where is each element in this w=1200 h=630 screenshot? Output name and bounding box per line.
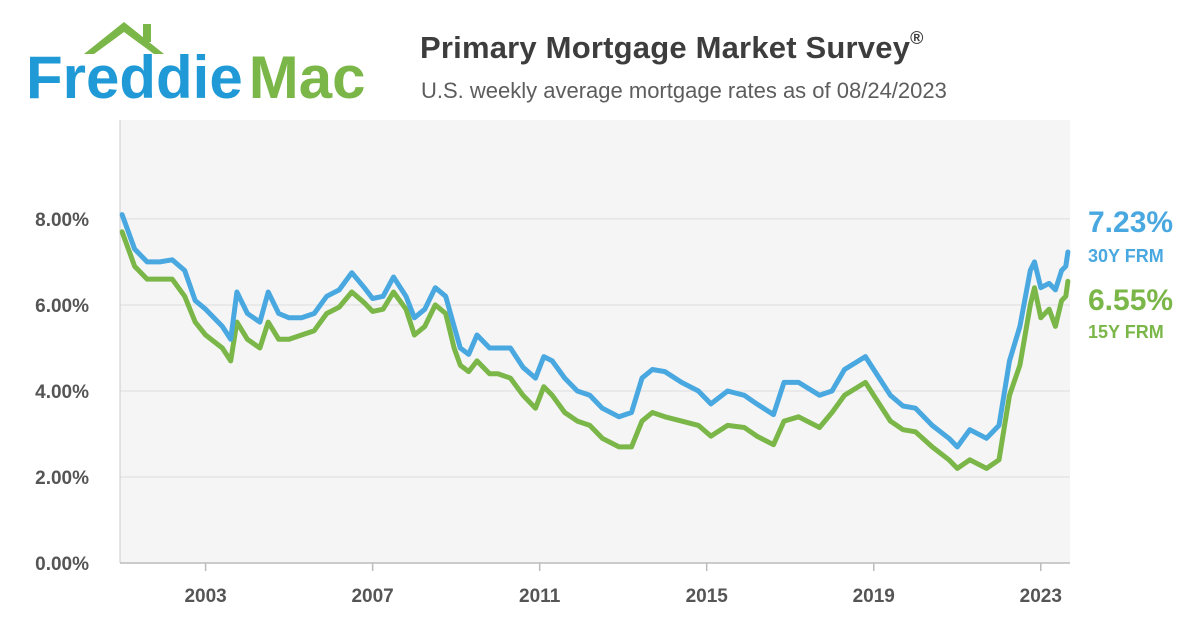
y-axis-ticks: 0.00% 2.00% 4.00% 6.00% 8.00% [35, 210, 89, 575]
x-tick-label: 2023 [1020, 586, 1062, 607]
x-tick-label: 2015 [686, 586, 729, 607]
y-tick-label: 2.00% [35, 468, 89, 489]
registered-mark: ® [910, 28, 924, 48]
latest-30y-label: 30Y FRM [1088, 246, 1164, 266]
x-tick-label: 2003 [184, 586, 226, 607]
x-axis-ticks: 2003 2007 2011 2015 2019 2023 [184, 563, 1062, 607]
latest-15y-label: 15Y FRM [1088, 322, 1164, 342]
y-tick-label: 6.00% [35, 296, 89, 317]
latest-30y-value: 7.23% [1088, 206, 1174, 239]
x-tick-label: 2011 [519, 586, 561, 607]
x-tick-label: 2007 [351, 586, 393, 607]
latest-15y-value: 6.55% [1088, 284, 1174, 317]
freddie-mac-logo: Freddie Mac [26, 22, 365, 108]
y-tick-label: 0.00% [35, 554, 89, 575]
logo-roof-icon [84, 22, 164, 54]
logo-text-freddie: Freddie [26, 44, 243, 108]
series-lines [119, 212, 1071, 471]
logo-chimney-icon [143, 24, 151, 42]
series-line-30y-frm [119, 212, 1071, 450]
gridlines [120, 218, 1070, 478]
chart-title-text: Primary Mortgage Market Survey [420, 30, 911, 65]
x-tick-label: 2019 [853, 586, 895, 607]
y-tick-label: 4.00% [35, 382, 89, 403]
chart-subtitle: U.S. weekly average mortgage rates as of… [421, 78, 947, 103]
series-line-15y-frm [119, 229, 1071, 471]
chart-title: Primary Mortgage Market Survey® [420, 28, 924, 66]
logo-text-mac: Mac [249, 44, 366, 108]
y-tick-label: 8.00% [35, 210, 89, 231]
